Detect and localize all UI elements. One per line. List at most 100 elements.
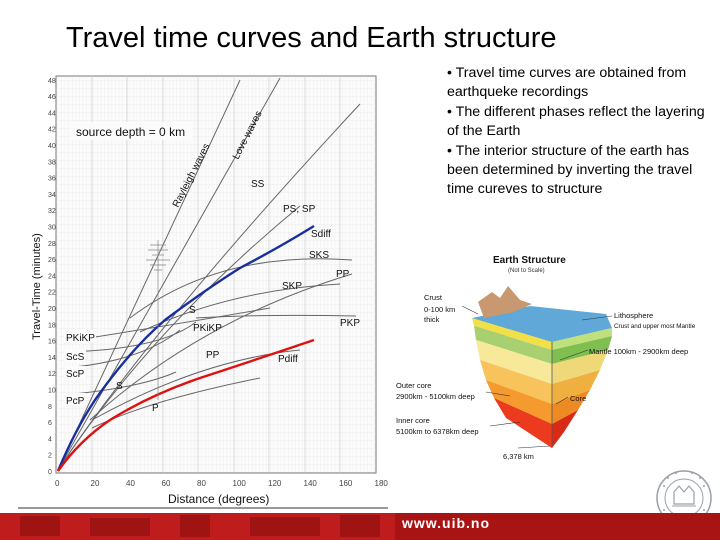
earth-layers <box>472 286 612 448</box>
pkp-curve <box>195 314 357 319</box>
y-tick-label: 42 <box>48 127 56 134</box>
lithosphere-sub: Crust and upper most Mantle <box>614 323 696 330</box>
x-tick-label: 0 <box>55 479 60 488</box>
x-tick-label: 20 <box>91 479 100 488</box>
label-p: P <box>152 403 159 414</box>
label-pkikp-left: PKiKP <box>66 333 95 344</box>
footer-band <box>0 513 720 540</box>
x-tick-label: 180 <box>375 479 389 488</box>
x-tick-label: 60 <box>162 479 171 488</box>
y-tick-label: 38 <box>48 159 56 166</box>
crust-label: Crust <box>424 293 443 302</box>
label-skp: SKP <box>282 281 302 292</box>
label-pp-right: PP <box>336 269 350 280</box>
mountain-relief <box>478 286 532 318</box>
label-pkikp-mid: PKiKP <box>193 323 222 334</box>
outer-core-label: Outer core <box>396 381 431 390</box>
seismogram-trace <box>146 240 170 400</box>
layer-crust <box>472 318 552 350</box>
label-sks: SKS <box>309 250 329 261</box>
y-tick-label: 8 <box>48 404 52 411</box>
label-s-low: S <box>116 381 123 392</box>
pp-upper-curve <box>89 273 353 421</box>
y-tick-label: 12 <box>48 371 56 378</box>
y-tick-label: 22 <box>48 290 56 297</box>
earth-structure-figure: Earth Structure (Not to Scale) <box>396 250 714 465</box>
bullet-item: • The different phases reflect the layer… <box>447 103 705 140</box>
layer-upper-mantle <box>476 340 552 384</box>
layer-lithosphere-right <box>552 336 612 364</box>
mantle-label: Mantle 100km - 2900km deep <box>589 347 688 356</box>
x-tick-label: 100 <box>233 479 247 488</box>
core-label: Core <box>570 394 586 403</box>
y-tick-label: 44 <box>48 110 56 117</box>
inner-core-label: Inner core <box>396 416 430 425</box>
x-tick-label: 80 <box>197 479 206 488</box>
y-tick-label: 32 <box>48 208 56 215</box>
lithosphere-label: Lithosphere <box>614 311 653 320</box>
y-tick-label: 0 <box>48 469 52 476</box>
earth-subtitle: (Not to Scale) <box>508 268 545 274</box>
x-tick-label: 140 <box>304 479 318 488</box>
y-tick-label: 30 <box>48 225 56 232</box>
label-ps-sp: PS, SP <box>283 204 316 215</box>
layer-crust-right <box>552 328 612 350</box>
layer-mantle <box>480 360 552 404</box>
p-wave-curve <box>57 338 315 472</box>
x-tick-label: 120 <box>268 479 282 488</box>
sks-curve <box>129 258 353 319</box>
y-tick-label: 34 <box>48 192 56 199</box>
x-tick-label: 40 <box>126 479 135 488</box>
s-wave-curve <box>56 224 315 472</box>
label-scs: ScS <box>66 352 85 363</box>
label-pdiff: Pdiff <box>278 354 298 365</box>
y-tick-label: 4 <box>48 436 52 443</box>
label-sdiff: Sdiff <box>311 229 331 240</box>
y-tick-labels: 0246810121416182022242628303234363840424… <box>48 78 56 476</box>
love-wave-line <box>57 77 281 471</box>
label-s-mid: S <box>189 305 196 316</box>
y-tick-label: 36 <box>48 176 56 183</box>
y-tick-label: 18 <box>48 322 56 329</box>
crust-depth: 0-100 km <box>424 305 455 314</box>
plot-grid <box>56 76 376 473</box>
label-ss: SS <box>251 179 265 190</box>
label-pkp: PKP <box>340 318 360 329</box>
leader-lines <box>461 305 613 449</box>
left-phase-labels: PKiKP ScS ScP PcP <box>64 330 96 407</box>
y-tick-label: 24 <box>48 273 56 280</box>
major-gridlines <box>91 76 341 473</box>
travel-time-plot: source depth = 0 km Distance (degrees) T… <box>18 75 388 509</box>
label-pcp: PcP <box>66 396 85 407</box>
y-tick-label: 46 <box>48 94 56 101</box>
layer-outer-core <box>486 380 552 424</box>
y-axis-label: Travel-Time (minutes) <box>31 233 43 340</box>
x-tick-label: 160 <box>339 479 353 488</box>
bullet-item: • The interior structure of the earth ha… <box>447 142 693 198</box>
inner-core-depth: 5100km to 6378km deep <box>396 427 479 436</box>
y-tick-label: 10 <box>48 388 56 395</box>
y-tick-label: 14 <box>48 355 56 362</box>
y-tick-label: 2 <box>48 453 52 460</box>
earth-title: Earth Structure <box>493 255 566 266</box>
y-tick-label: 48 <box>48 78 56 85</box>
layer-inner-core <box>494 398 552 448</box>
y-tick-label: 16 <box>48 339 56 346</box>
source-depth-label: source depth = 0 km <box>76 125 185 139</box>
label-pp-mid: PP <box>206 350 220 361</box>
bullet-item: • Travel time curves are obtained from e… <box>447 65 687 101</box>
outer-core-depth: 2900km - 5100km deep <box>396 392 475 401</box>
footer-url[interactable]: www.uib.no <box>402 515 491 531</box>
y-tick-label: 26 <box>48 257 56 264</box>
crust-thick: thick <box>424 315 440 324</box>
y-tick-label: 20 <box>48 306 56 313</box>
y-tick-label: 6 <box>48 420 52 427</box>
x-tick-labels: 0 20 40 60 80 100 120 140 160 180 <box>55 479 388 488</box>
y-tick-label: 28 <box>48 241 56 248</box>
university-seal-logo <box>656 470 712 526</box>
label-scp: ScP <box>66 369 85 380</box>
x-axis-label: Distance (degrees) <box>168 492 269 506</box>
layer-outer-core-right <box>552 390 590 424</box>
layer-upper-mantle-right <box>552 350 608 384</box>
